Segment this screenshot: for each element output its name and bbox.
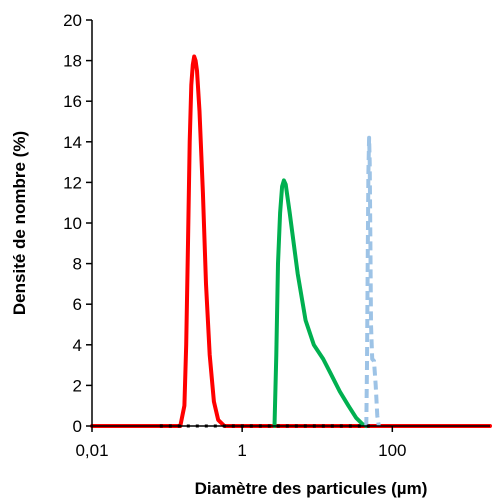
y-tick-label: 10 [63,214,82,233]
y-tick-label: 6 [73,295,82,314]
y-tick-label: 2 [73,376,82,395]
y-tick-label: 20 [63,11,82,30]
y-tick-label: 14 [63,133,82,152]
plot-area [90,54,492,428]
x-tick-label: 1 [237,441,246,460]
series-line-2 [272,178,369,428]
y-tick-label: 16 [63,92,82,111]
y-axis-title: Densité de nombre (%) [10,131,29,315]
y-tick-label: 12 [63,173,82,192]
series-line-3 [364,135,381,427]
x-tick-label: 0,01 [75,441,108,460]
y-tick-label: 0 [73,417,82,436]
series-line-1 [90,54,492,428]
x-tick-label: 100 [378,441,406,460]
y-tick-label: 18 [63,52,82,71]
x-axis-title: Diamètre des particules (µm) [195,479,428,498]
y-tick-label: 8 [73,255,82,274]
y-tick-label: 4 [73,336,82,355]
axes: 0 2 4 6 8 10 12 14 16 18 20 0,01 1 100 [63,11,490,460]
